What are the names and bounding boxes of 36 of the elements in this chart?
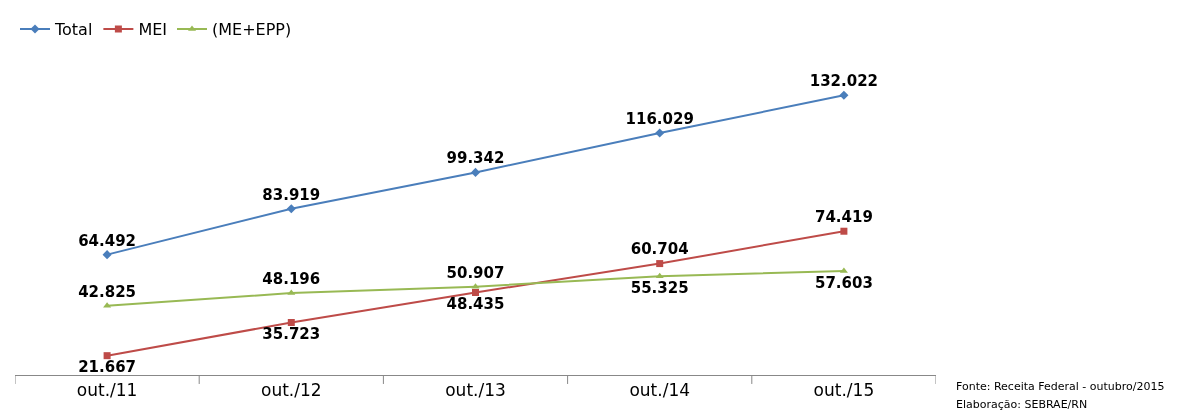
data-label: 48.435 (446, 295, 505, 314)
data-label: 132.022 (809, 72, 879, 91)
point (655, 272, 664, 279)
legend-label: (ME+EPP) (212, 20, 292, 40)
point (286, 204, 296, 214)
x-tick-label: out./15 (813, 380, 875, 401)
legend-label: MEI (138, 20, 168, 40)
point (655, 128, 665, 138)
point (472, 289, 479, 297)
x-tick-label: out./14 (629, 380, 690, 401)
source-note: Fonte: Receita Federal - outubro/2015 (956, 380, 1165, 393)
data-label: 60.704 (630, 240, 689, 259)
data-label: 21.667 (78, 358, 137, 377)
point (470, 167, 481, 177)
data-label: 99.342 (446, 149, 505, 168)
data-label: 35.723 (262, 325, 321, 344)
text: Elaboração: SEBRAE/RN (956, 398, 1088, 411)
point (287, 319, 295, 327)
data-label: 50.907 (446, 263, 505, 282)
data-label: 55.325 (630, 278, 689, 297)
data-label: 57.603 (814, 273, 873, 292)
x-tick-label: out./11 (76, 380, 138, 401)
data-label: 74.419 (814, 208, 873, 227)
point (839, 90, 849, 100)
data-label: 48.196 (262, 269, 321, 288)
point (656, 260, 664, 268)
legend-label: Total (54, 20, 93, 40)
point (102, 250, 112, 260)
x-tick-label: out./12 (261, 380, 322, 401)
x-tick-label: out./13 (445, 380, 506, 401)
point (840, 227, 848, 235)
data-label: 64.492 (78, 231, 137, 250)
point (103, 352, 111, 360)
data-label: 83.919 (262, 185, 321, 204)
data-label: 116.029 (625, 109, 694, 128)
data-label: 42.825 (78, 282, 137, 301)
